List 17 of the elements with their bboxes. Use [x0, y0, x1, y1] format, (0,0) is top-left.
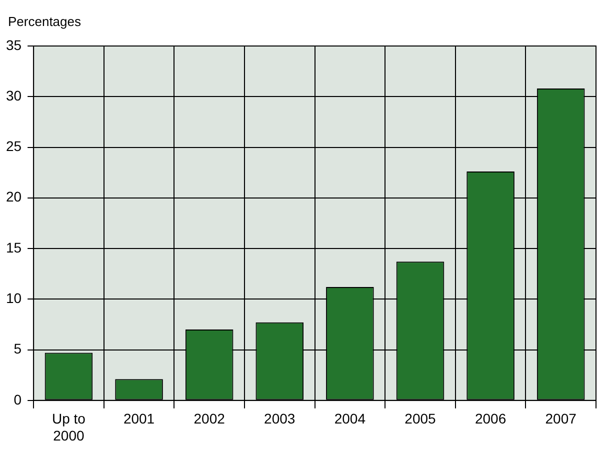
y-tick-label: 25 — [6, 138, 22, 154]
x-tick-label: 2004 — [334, 410, 366, 427]
y-tick-label: 0 — [14, 391, 22, 408]
x-tick-label: 2003 — [264, 410, 296, 427]
y-axis-title: Percentages — [8, 14, 81, 29]
x-tick-label: 2006 — [474, 410, 506, 427]
y-tick-label: 10 — [6, 290, 22, 306]
x-tick-label: 2007 — [545, 410, 577, 427]
x-tick-label: 2005 — [404, 410, 436, 427]
y-tick-label: 20 — [6, 188, 22, 205]
y-tick-label: 5 — [14, 340, 22, 357]
y-tick-label: 35 — [6, 36, 22, 53]
x-tick-label: Up to 2000 — [52, 410, 86, 444]
y-tick-label: 15 — [6, 239, 22, 256]
x-tick-label: 2002 — [194, 410, 226, 427]
x-tick-label: 2001 — [123, 410, 155, 427]
y-tick-label: 30 — [6, 87, 22, 104]
